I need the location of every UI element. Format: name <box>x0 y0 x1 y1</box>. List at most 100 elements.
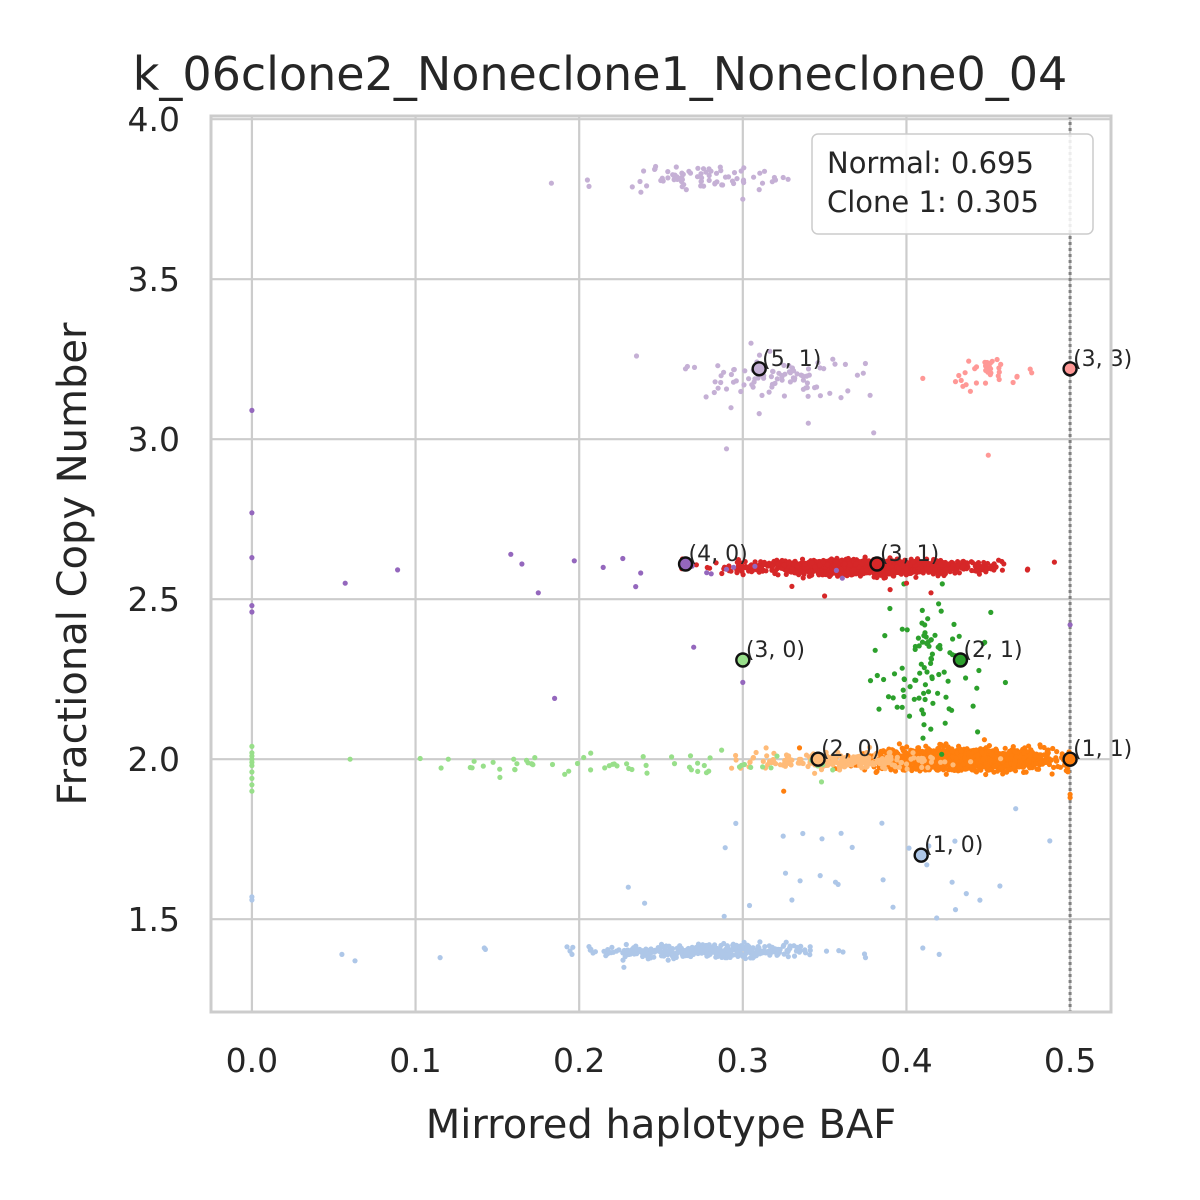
scatter-point <box>719 747 725 753</box>
scatter-point <box>519 561 525 567</box>
scatter-point <box>938 608 944 614</box>
scatter-point <box>927 567 934 573</box>
legend-box <box>811 133 1094 235</box>
scatter-point <box>975 568 981 574</box>
scatter-point <box>906 713 913 719</box>
scatter-point <box>721 913 727 919</box>
scatter-point <box>574 760 581 767</box>
grid-lines <box>211 116 1111 1012</box>
scatter-point <box>713 560 719 566</box>
scatter-point <box>928 590 934 596</box>
scatter-point <box>769 384 775 390</box>
scatter-point <box>916 695 922 701</box>
scatter-point <box>1021 769 1027 776</box>
scatter-point <box>497 766 503 772</box>
scatter-point <box>602 765 608 771</box>
scatter-point <box>562 771 568 777</box>
scatter-point <box>901 676 907 682</box>
x-tick-label: 0.4 <box>880 1041 932 1080</box>
scatter-point <box>770 368 776 374</box>
x-tick-label: 0.1 <box>389 1041 441 1080</box>
scatter-point <box>652 949 658 955</box>
scatter-point <box>1001 751 1007 757</box>
scatter-point <box>911 755 917 761</box>
scatter-point <box>706 942 712 948</box>
scatter-point <box>438 765 444 771</box>
scatter-point <box>748 340 754 346</box>
scatter-point <box>750 950 757 956</box>
scatter-point <box>839 575 845 581</box>
scatter-point <box>800 830 806 837</box>
scatter-point <box>993 564 999 570</box>
scatter-point <box>974 685 980 691</box>
scatter-point <box>992 763 999 769</box>
scatter-point <box>773 567 779 574</box>
scatter-point <box>759 180 766 186</box>
scatter-point <box>904 560 910 567</box>
scatter-point <box>781 393 788 399</box>
scatter-point <box>837 767 843 773</box>
scatter-point <box>800 386 807 392</box>
scatter-point <box>707 951 713 957</box>
scatter-point <box>966 750 972 756</box>
scatter-point <box>909 767 915 774</box>
scatter-point <box>906 845 912 851</box>
scatter-point <box>818 779 825 785</box>
scatter-point <box>857 753 863 759</box>
scatter-point <box>849 844 855 851</box>
y-tick-labels: 1.5 2.0 2.5 3.0 3.5 4.0 <box>128 100 180 939</box>
scatter-point <box>695 165 701 171</box>
scatter-point <box>744 942 751 948</box>
scatter-point <box>853 561 859 567</box>
scatter-point <box>796 745 803 751</box>
scatter-point <box>566 768 572 774</box>
scatter-point <box>923 634 929 640</box>
scatter-point <box>786 369 793 375</box>
scatter-point <box>766 389 772 395</box>
legend-entry-normal: Normal: 0.695 <box>827 146 1034 180</box>
scatter-point <box>497 774 503 781</box>
scatter-point <box>867 744 873 750</box>
scatter-point <box>912 677 918 683</box>
scatter-point <box>629 184 635 190</box>
scatter-point <box>864 763 870 770</box>
scatter-point <box>713 954 719 960</box>
state-marker <box>1062 361 1078 377</box>
scatter-point <box>900 687 906 693</box>
scatter-point <box>782 763 789 769</box>
scatter-point <box>850 754 857 760</box>
scatter-point <box>1051 559 1057 565</box>
scatter-point <box>880 877 886 883</box>
scatter-point <box>347 756 353 762</box>
scatter-point <box>952 907 959 913</box>
scatter-point <box>738 943 744 949</box>
scatter-point <box>1016 762 1023 768</box>
scatter-point <box>687 170 694 176</box>
scatter-point <box>890 568 896 574</box>
scatter-point <box>842 561 848 567</box>
scatter-point <box>935 690 941 696</box>
scatter-point <box>609 944 615 951</box>
scatter-point <box>523 757 530 764</box>
scatter-point <box>942 759 948 765</box>
scatter-point <box>874 574 880 581</box>
scatter-point <box>881 760 887 766</box>
scatter-point <box>951 621 957 628</box>
scatter-point <box>677 949 683 955</box>
scatter-point <box>1014 374 1020 380</box>
scatter-point <box>624 761 630 767</box>
scatter-point <box>740 196 746 202</box>
scatter-point <box>760 758 766 765</box>
scatter-point <box>999 567 1006 573</box>
scatter-point <box>805 420 811 426</box>
scatter-point <box>741 382 747 388</box>
scatter-point <box>728 371 735 378</box>
scatter-point <box>949 565 955 572</box>
scatter-point <box>648 946 654 952</box>
scatter-point <box>532 755 538 761</box>
scatter-point <box>1005 767 1011 773</box>
scatter-point <box>768 765 774 771</box>
scatter-point <box>969 765 975 771</box>
scatter-point <box>835 749 841 755</box>
scatter-point <box>917 670 923 676</box>
